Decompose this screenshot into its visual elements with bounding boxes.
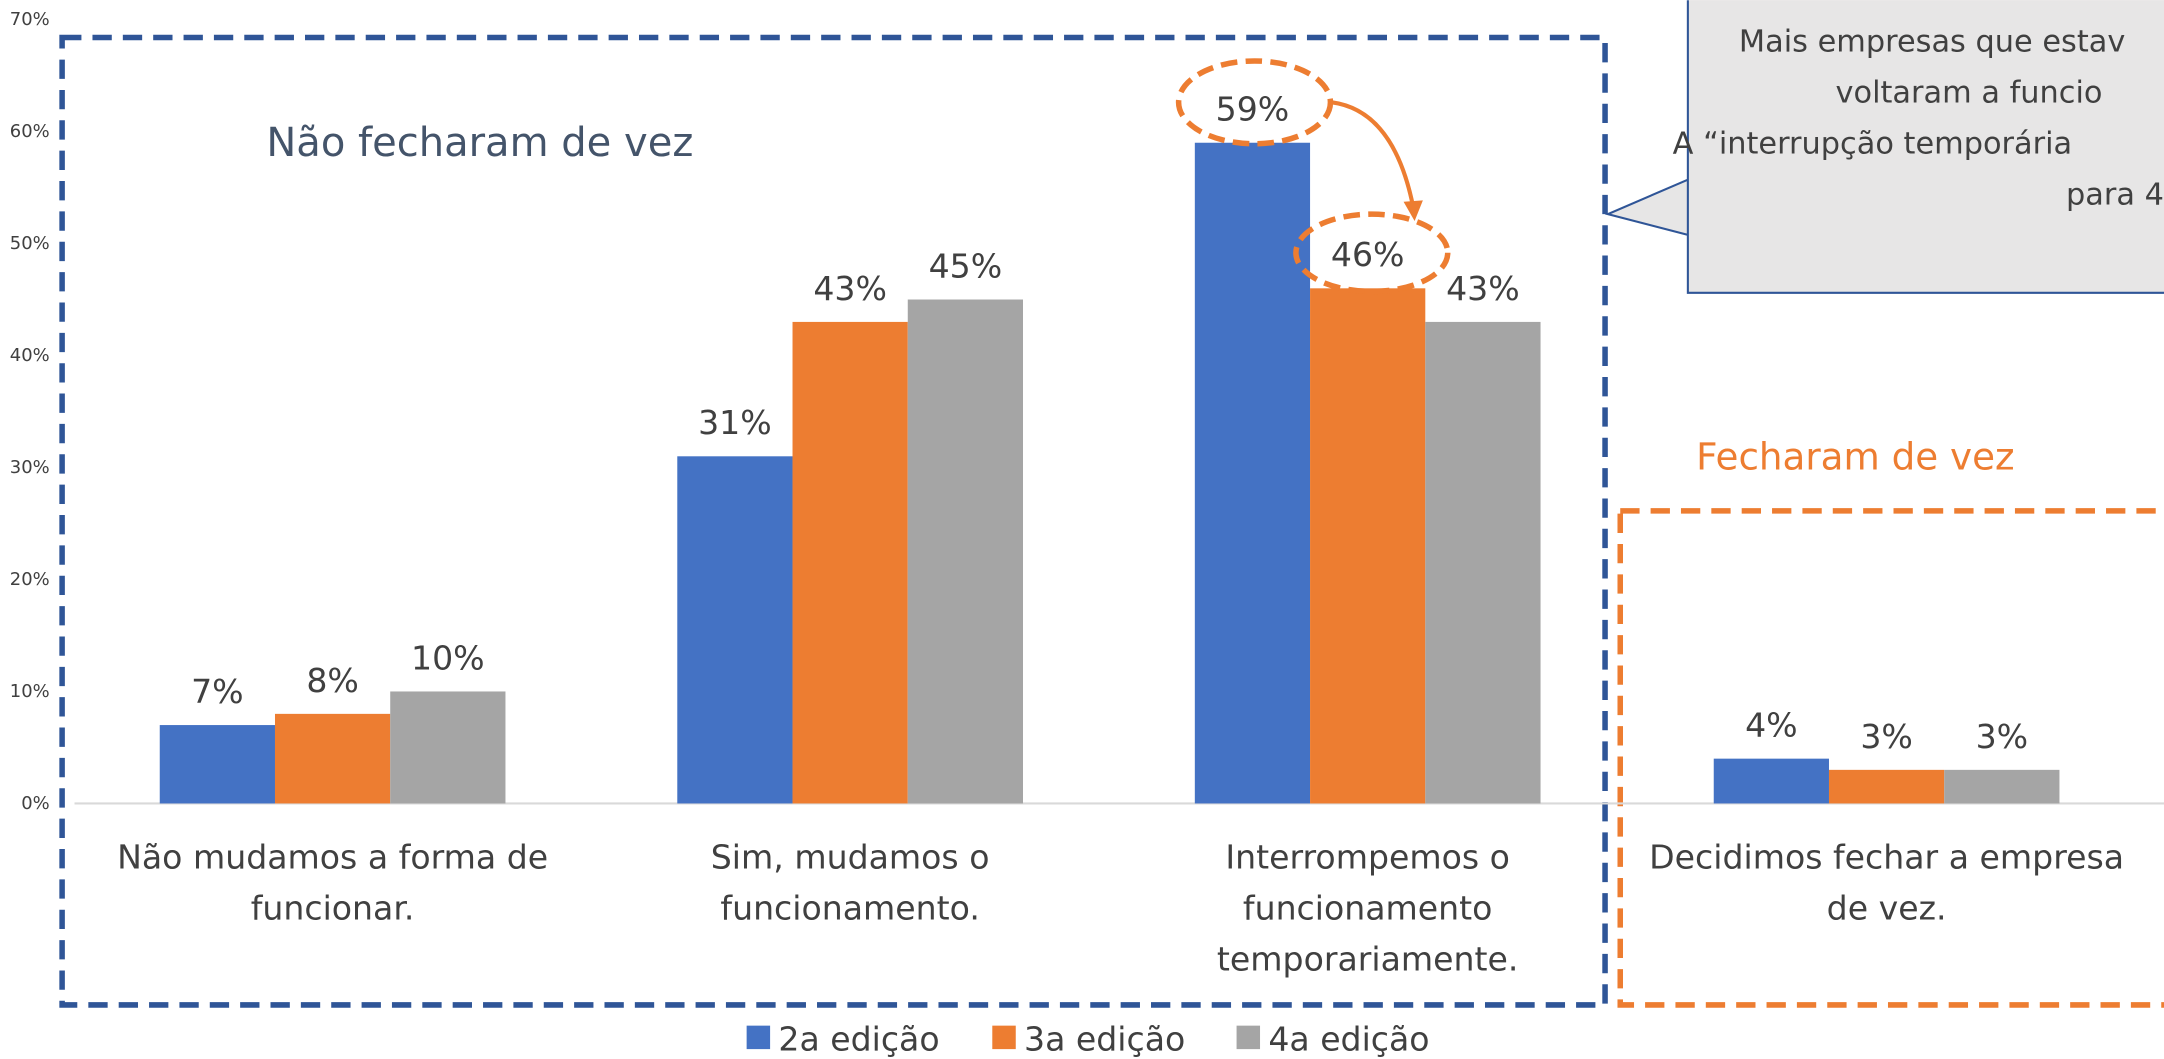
data-label: 31% [698, 403, 772, 442]
legend-label: 4a edição [1268, 1019, 1429, 1058]
group-box-closed [1617, 508, 2164, 1008]
bar [1310, 288, 1426, 804]
legend-label: 2a edição [778, 1019, 939, 1058]
x-tick-label-box: Sim, mudamos o funcionamento. [710, 837, 990, 928]
callout-line: para 43%. [2066, 177, 2164, 212]
y-tick-label: 0% [21, 793, 49, 814]
bar [1425, 321, 1541, 804]
data-label: 46% [1331, 235, 1405, 274]
legend-label: 3a edição [1024, 1019, 1185, 1058]
data-label: 3% [1860, 717, 1913, 756]
highlight-circle [1293, 211, 1451, 295]
highlight-arrow [1331, 100, 1416, 208]
callout-text: Mais empresas que estav voltaram a funcio… [1673, 24, 2164, 212]
plot: 0% 10% 20% 30% 40% 50% 60% 70% Não mudamos a for… [10, 9, 2164, 1058]
data-label: 43% [813, 269, 887, 308]
bar [1194, 142, 1311, 804]
y-tick-label: 10% [10, 681, 50, 702]
y-tick-label: 70% [10, 9, 50, 30]
x-tick-label: Decidimos fechar a empresa de vez. [1649, 837, 2125, 928]
group-box-open [59, 34, 1608, 1008]
x-tick-label: Interrompemos o funcionamento temporaria… [1216, 837, 1519, 979]
bar [677, 456, 793, 804]
data-label: 3% [1976, 717, 2029, 756]
bar [274, 713, 391, 804]
data-label: 45% [929, 246, 1003, 285]
callout-line: voltaram a funcio [1836, 75, 2103, 110]
group-label-open: Não fecharam de vez [266, 120, 693, 166]
data-label: 10% [411, 638, 485, 677]
y-tick-label: 30% [10, 457, 50, 478]
legend-swatch [992, 1025, 1016, 1050]
bar [159, 725, 275, 804]
arrow-head [1403, 200, 1423, 222]
data-label: 59% [1216, 90, 1290, 129]
data-label: 7% [191, 672, 244, 711]
bar [1828, 769, 1945, 804]
callout-line: Mais empresas que estav [1739, 24, 2125, 59]
callout-line: A “interrupção temporária [1673, 126, 2072, 161]
bar [390, 691, 506, 804]
y-tick-label: 20% [10, 569, 50, 590]
x-tick-label-box: Decidimos fechar a empresa de vez. [1649, 837, 2125, 928]
x-tick-label-box: Não mudamos a forma de funcionar. [117, 837, 549, 928]
callout-fill [1689, 0, 2164, 292]
y-tick-label: 50% [10, 233, 50, 254]
legend-swatch [746, 1025, 771, 1050]
bar [1944, 769, 2060, 804]
bar [907, 299, 1024, 804]
y-tick-label: 60% [10, 121, 50, 142]
x-tick-label-box: Interrompemos o funcionamento temporaria… [1216, 837, 1519, 979]
legend-swatch [1236, 1025, 1261, 1050]
group-label-closed: Fecharam de vez [1696, 434, 2014, 478]
data-label: 43% [1446, 269, 1520, 308]
data-label: 4% [1745, 706, 1798, 745]
data-label: 8% [306, 661, 359, 700]
x-tick-label: Sim, mudamos o funcionamento. [710, 837, 990, 928]
bar [1713, 758, 1829, 804]
y-tick-label: 40% [10, 345, 50, 366]
highlight-circle [1175, 58, 1334, 147]
x-tick-label: Não mudamos a forma de funcionar. [117, 837, 549, 928]
bar [792, 321, 908, 804]
